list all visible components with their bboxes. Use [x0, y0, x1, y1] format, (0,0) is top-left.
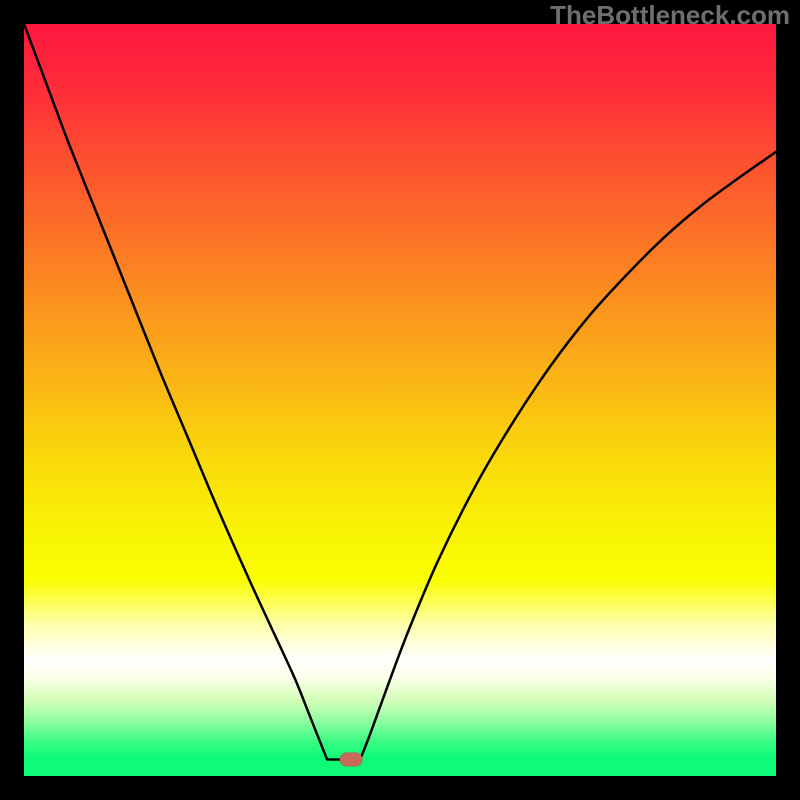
- bottleneck-chart: [0, 0, 800, 800]
- optimal-point-marker: [340, 753, 363, 767]
- gradient-background: [24, 24, 776, 776]
- watermark-text: TheBottleneck.com: [550, 0, 790, 31]
